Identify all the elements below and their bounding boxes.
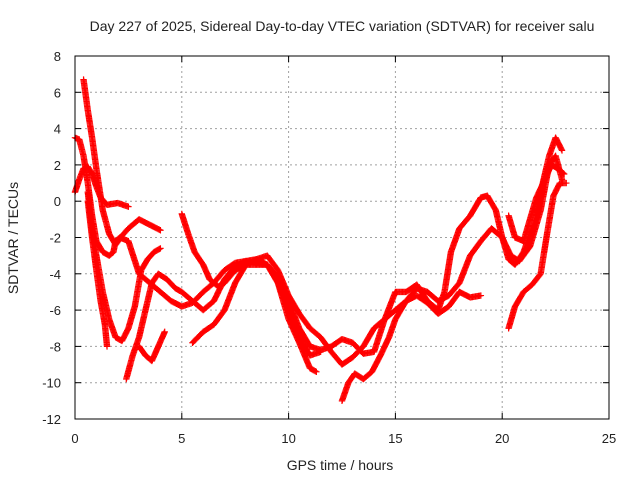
- x-tick-label: 0: [71, 431, 78, 446]
- data-point: [157, 227, 164, 234]
- y-tick-label: 8: [54, 49, 61, 64]
- chart-title: Day 227 of 2025, Sidereal Day-to-day VTE…: [90, 18, 595, 34]
- series-track-g: [135, 328, 168, 365]
- data-point: [558, 147, 566, 154]
- y-tick-label: -8: [49, 339, 61, 354]
- x-tick-label: 25: [602, 431, 616, 446]
- y-tick-label: -10: [42, 376, 61, 391]
- y-tick-label: 2: [54, 158, 61, 173]
- data-series: [71, 76, 570, 405]
- y-tick-label: 4: [54, 122, 61, 137]
- data-point: [560, 169, 567, 177]
- x-tick-label: 10: [281, 431, 295, 446]
- x-tick-label: 5: [178, 431, 185, 446]
- y-tick-label: -12: [42, 412, 61, 427]
- x-axis-label: GPS time / hours: [287, 457, 394, 473]
- data-point: [477, 292, 485, 299]
- data-point: [560, 170, 568, 178]
- data-point: [317, 348, 324, 356]
- y-tick-label: -6: [49, 303, 61, 318]
- series-track-i: [189, 256, 324, 359]
- y-tick-label: 6: [54, 85, 61, 100]
- y-tick-label: -4: [49, 267, 61, 282]
- data-point: [313, 368, 320, 376]
- series-track-e: [84, 198, 111, 350]
- axis-ticks: 0 5 10 15 20 25 -12 -10 -8 -6 -4 -2 0 2 4 6 8: [42, 49, 616, 446]
- data-point: [125, 203, 132, 210]
- data-point: [156, 245, 163, 253]
- y-axis-label: SDTVAR / TECUs: [5, 182, 21, 294]
- data-point: [103, 343, 111, 350]
- x-tick-label: 15: [388, 431, 402, 446]
- series-track-l: [505, 161, 568, 245]
- y-tick-label: -2: [49, 231, 61, 246]
- x-tick-label: 20: [495, 431, 509, 446]
- data-point: [563, 179, 570, 187]
- data-point: [312, 368, 319, 375]
- series-track-j: [338, 288, 485, 405]
- data-point: [157, 245, 164, 252]
- series-track-k: [505, 179, 570, 332]
- y-tick-label: 0: [54, 194, 61, 209]
- series-track-c: [80, 76, 164, 248]
- data-point: [161, 328, 168, 336]
